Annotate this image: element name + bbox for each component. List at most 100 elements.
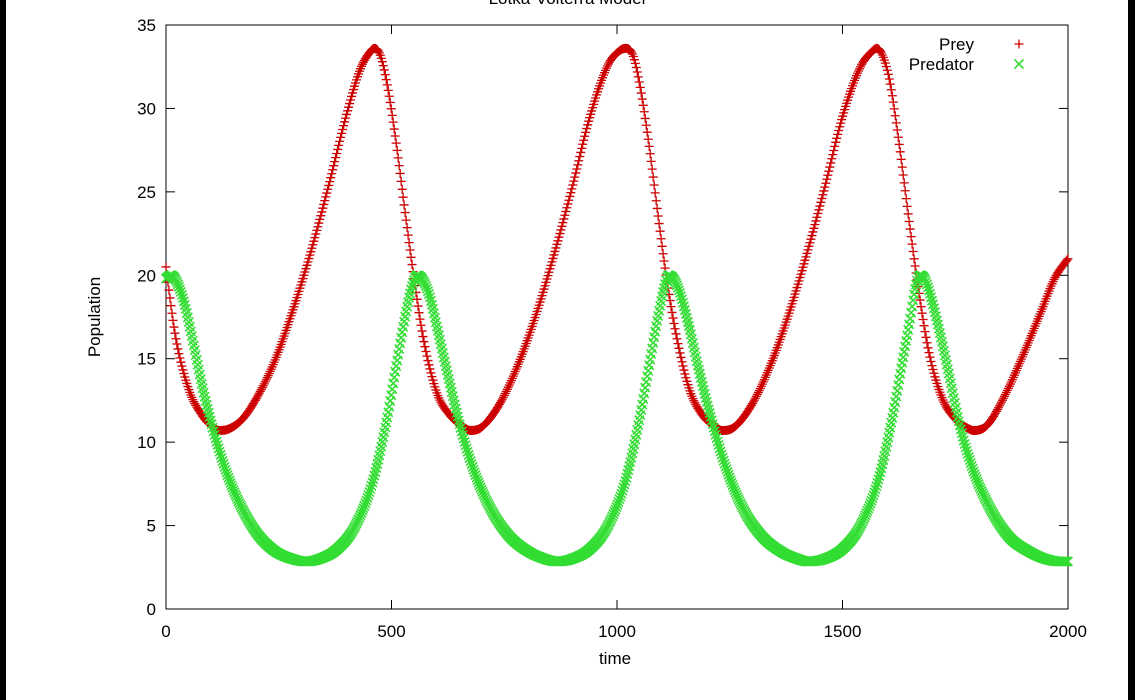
predator-point (617, 485, 628, 496)
prey-point (566, 188, 576, 198)
prey-point (327, 169, 337, 179)
prey-point (657, 241, 667, 251)
prey-point (577, 143, 587, 153)
predator-point (966, 460, 977, 471)
prey-point (261, 375, 271, 385)
prey-point (917, 308, 927, 318)
predator-point (1062, 556, 1073, 567)
prey-point (559, 214, 569, 224)
prey-point (396, 176, 406, 186)
prey-point (497, 394, 507, 404)
prey-point (576, 147, 586, 157)
prey-point (631, 62, 641, 72)
prey-point (412, 294, 422, 304)
prey-point (1012, 363, 1022, 373)
prey-point (1016, 354, 1026, 364)
predator-point (368, 474, 379, 485)
prey-point (1005, 379, 1015, 389)
prey-point (500, 388, 510, 398)
prey-point (815, 201, 825, 211)
prey-point (892, 125, 902, 135)
prey-point (829, 145, 839, 155)
prey-point (809, 223, 819, 233)
prey-point (810, 220, 820, 230)
predator-point (359, 500, 370, 511)
prey-point (1006, 377, 1016, 387)
predator-point (873, 474, 884, 485)
predator-point (963, 451, 974, 463)
prey-point (338, 124, 348, 134)
prey-point (582, 124, 592, 134)
prey-point (665, 296, 675, 306)
prey-point (1020, 345, 1030, 355)
prey-point (906, 232, 916, 242)
prey-point (830, 141, 840, 151)
predator-point (405, 288, 416, 299)
predator-point (622, 468, 633, 479)
prey-point (321, 192, 331, 202)
prey-point (399, 200, 409, 210)
predator-point (870, 484, 881, 495)
prey-point (820, 182, 830, 192)
y-tick-label: 0 (147, 600, 156, 619)
prey-point (393, 153, 403, 163)
prey-point (256, 385, 266, 395)
y-tick-label: 5 (147, 517, 156, 536)
prey-point (172, 339, 182, 349)
predator-point (964, 455, 975, 466)
predator-point (968, 466, 979, 477)
prey-point (894, 139, 904, 149)
predator-point (207, 422, 218, 433)
prey-point (260, 377, 270, 387)
prey-point (668, 313, 678, 323)
prey-point (832, 133, 842, 143)
prey-point (258, 381, 268, 391)
prey-point (384, 91, 394, 101)
predator-point (865, 498, 876, 509)
prey-point (651, 196, 661, 206)
prey-point (1049, 275, 1059, 285)
prey-point (825, 162, 835, 172)
prey-point (166, 301, 176, 311)
prey-point (1048, 277, 1058, 287)
prey-point (505, 378, 515, 388)
prey-point (636, 88, 646, 98)
prey-point (679, 365, 689, 375)
prey-point (336, 132, 346, 142)
prey-point (676, 352, 686, 362)
prey-point (642, 127, 652, 137)
prey-point (398, 192, 408, 202)
prey-point (751, 391, 761, 401)
predator-point (174, 284, 185, 295)
legend-marker-predator (1013, 58, 1025, 70)
prey-point (659, 256, 669, 266)
prey-point (992, 405, 1002, 415)
prey-point (579, 135, 589, 145)
prey-point (322, 188, 332, 198)
predator-point (704, 408, 715, 419)
prey-point (910, 261, 920, 271)
predator-point (212, 440, 223, 451)
predator-point (959, 438, 970, 450)
prey-point (633, 72, 643, 82)
prey-point (909, 254, 919, 264)
prey-point (560, 210, 570, 220)
predator-point (453, 415, 464, 426)
prey-point (905, 224, 915, 234)
predator-point (176, 289, 187, 300)
predator-point (452, 411, 463, 422)
predator-point (620, 475, 631, 487)
prey-point (573, 160, 583, 170)
prey-point (507, 373, 517, 383)
predator-point (718, 455, 729, 466)
prey-point (175, 353, 185, 363)
predator-point (673, 285, 685, 296)
predator-point (925, 292, 937, 303)
predator-point (714, 443, 725, 454)
predator-point (421, 283, 433, 294)
prey-point (259, 379, 269, 389)
prey-point (887, 91, 897, 101)
predator-point (619, 479, 630, 490)
prey-point (895, 147, 905, 157)
prey-point (853, 68, 863, 78)
